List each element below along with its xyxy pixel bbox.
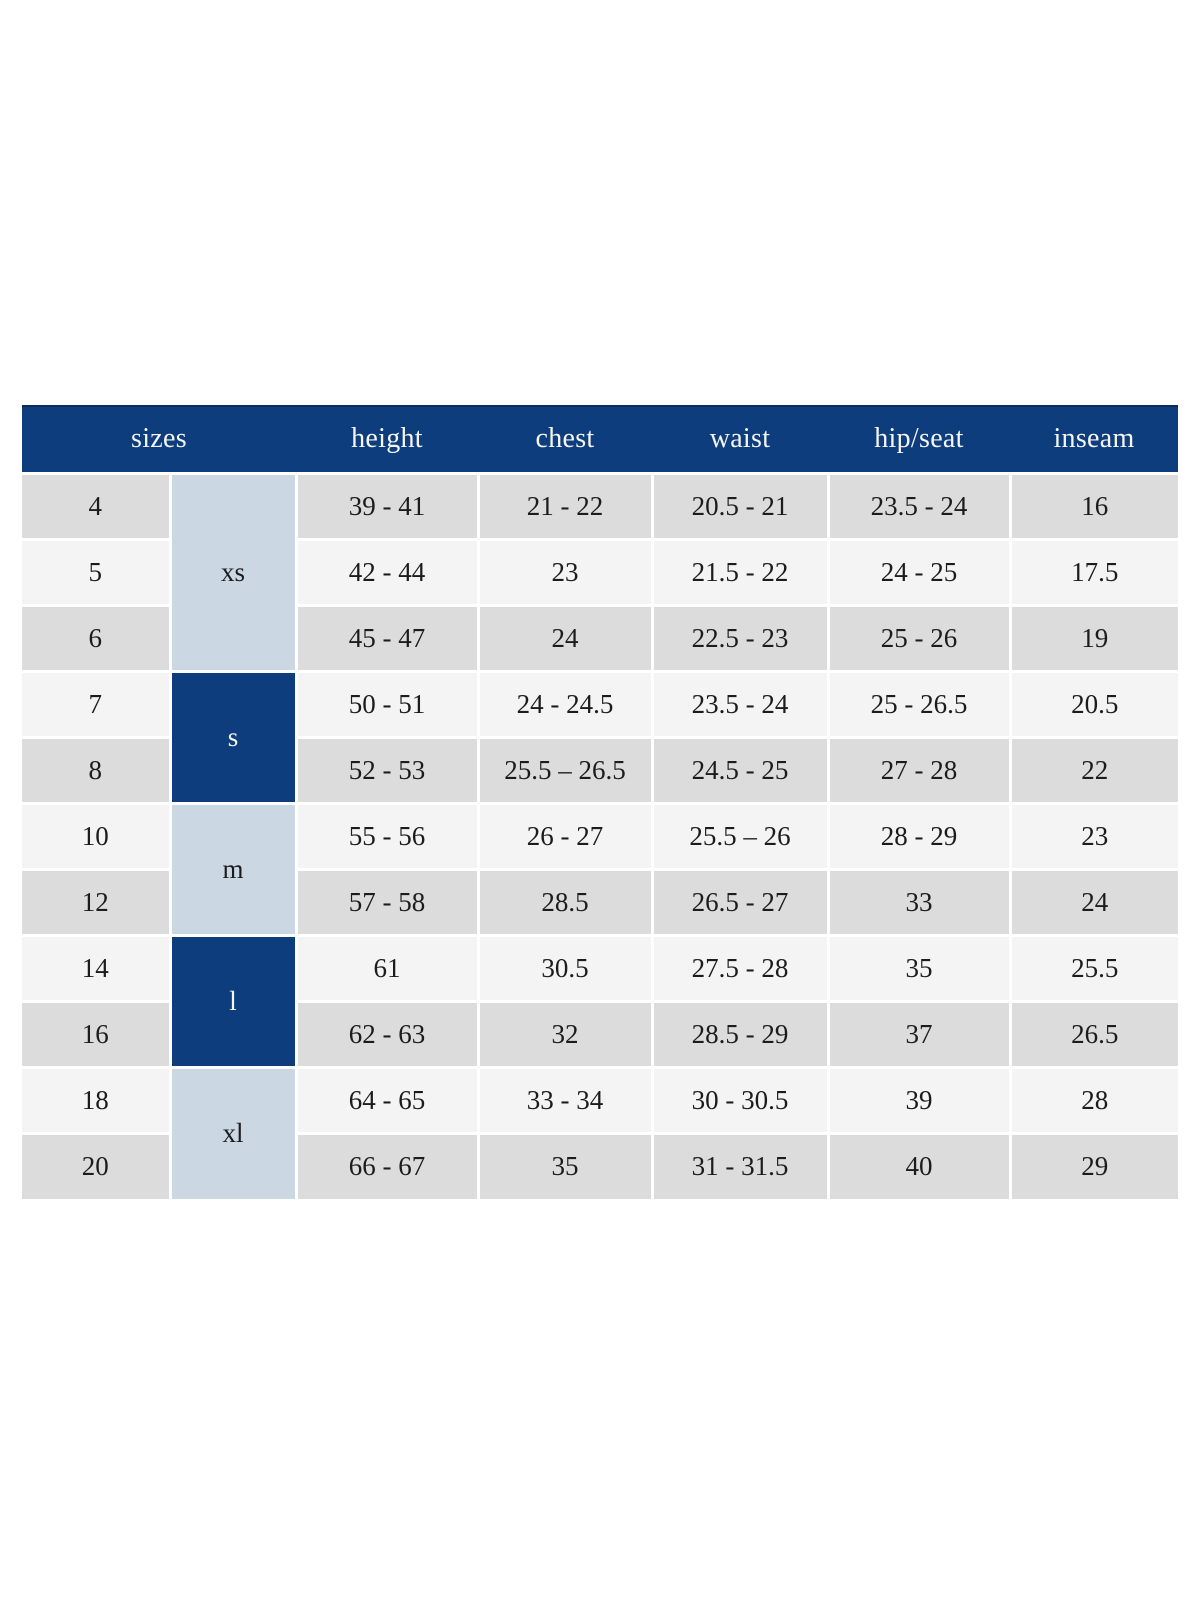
size-chart: sizes height chest waist hip/seat inseam… [22, 405, 1178, 1199]
waist-cell: 20.5 - 21 [650, 471, 828, 539]
size-number-cell: 12 [22, 867, 170, 935]
hip-seat-cell: 39 [826, 1065, 1010, 1133]
table-row: 7 s 50 - 51 24 - 24.5 23.5 - 24 25 - 26.5 20.5 [22, 669, 1178, 803]
chest-cell: 32 [476, 999, 652, 1067]
size-group-cell: m [168, 801, 296, 935]
header-cell-height: height [296, 405, 478, 473]
size-number-cell: 14 [22, 933, 170, 1001]
size-number-cell: 20 [22, 1131, 170, 1199]
table-row: 12 57 - 58 28.5 26.5 - 27 33 24 [22, 867, 1178, 935]
hip-seat-cell: 35 [826, 933, 1010, 1001]
inseam-cell: 29 [1008, 1131, 1178, 1199]
size-group-cell: l [168, 933, 296, 1067]
table-row: 18 xl 64 - 65 33 - 34 30 - 30.5 39 28 [22, 1065, 1178, 1199]
chest-cell: 23 [476, 537, 652, 605]
size-number-cell: 4 [22, 471, 170, 539]
height-cell: 39 - 41 [294, 471, 478, 539]
waist-cell: 21.5 - 22 [650, 537, 828, 605]
table-row: 14 l 61 30.5 27.5 - 28 35 25.5 [22, 933, 1178, 1067]
size-group-cell: xs [168, 471, 296, 671]
table-row: 16 62 - 63 32 28.5 - 29 37 26.5 [22, 999, 1178, 1067]
inseam-cell: 19 [1008, 603, 1178, 671]
chest-cell: 35 [476, 1131, 652, 1199]
size-chart-body: 4 xs 39 - 41 21 - 22 20.5 - 21 23.5 - 24 16 5 42… [22, 471, 1178, 1199]
size-chart-table: sizes height chest waist hip/seat inseam… [22, 405, 1178, 1199]
inseam-cell: 24 [1008, 867, 1178, 935]
inseam-cell: 17.5 [1008, 537, 1178, 605]
header-cell-chest: chest [478, 405, 652, 473]
table-row: 4 xs 39 - 41 21 - 22 20.5 - 21 23.5 - 24 16 [22, 471, 1178, 671]
height-cell: 62 - 63 [294, 999, 478, 1067]
hip-seat-cell: 37 [826, 999, 1010, 1067]
size-group-cell: xl [168, 1065, 296, 1199]
hip-seat-cell: 23.5 - 24 [826, 471, 1010, 539]
inseam-cell: 25.5 [1008, 933, 1178, 1001]
height-cell: 42 - 44 [294, 537, 478, 605]
waist-cell: 25.5 – 26 [650, 801, 828, 869]
inseam-cell: 20.5 [1008, 669, 1178, 737]
chest-cell: 25.5 – 26.5 [476, 735, 652, 803]
size-number-cell: 8 [22, 735, 170, 803]
size-number-cell: 18 [22, 1065, 170, 1133]
hip-seat-cell: 25 - 26.5 [826, 669, 1010, 737]
hip-seat-cell: 28 - 29 [826, 801, 1010, 869]
chest-cell: 21 - 22 [476, 471, 652, 539]
header-row: sizes height chest waist hip/seat inseam [22, 405, 1178, 473]
height-cell: 50 - 51 [294, 669, 478, 737]
size-number-cell: 10 [22, 801, 170, 869]
waist-cell: 22.5 - 23 [650, 603, 828, 671]
hip-seat-cell: 40 [826, 1131, 1010, 1199]
inseam-cell: 22 [1008, 735, 1178, 803]
inseam-cell: 23 [1008, 801, 1178, 869]
chest-cell: 30.5 [476, 933, 652, 1001]
header-cell-sizes: sizes [22, 405, 296, 473]
size-group-cell: s [168, 669, 296, 803]
size-number-cell: 5 [22, 537, 170, 605]
hip-seat-cell: 33 [826, 867, 1010, 935]
size-number-cell: 6 [22, 603, 170, 671]
table-row: 10 m 55 - 56 26 - 27 25.5 – 26 28 - 29 23 [22, 801, 1178, 935]
height-cell: 55 - 56 [294, 801, 478, 869]
header-cell-waist: waist [652, 405, 828, 473]
chest-cell: 24 - 24.5 [476, 669, 652, 737]
waist-cell: 23.5 - 24 [650, 669, 828, 737]
table-row: 8 52 - 53 25.5 – 26.5 24.5 - 25 27 - 28 22 [22, 735, 1178, 803]
inseam-cell: 16 [1008, 471, 1178, 539]
waist-cell: 28.5 - 29 [650, 999, 828, 1067]
chest-cell: 28.5 [476, 867, 652, 935]
table-row: 20 66 - 67 35 31 - 31.5 40 29 [22, 1131, 1178, 1199]
waist-cell: 26.5 - 27 [650, 867, 828, 935]
header-cell-hip-seat: hip/seat [828, 405, 1010, 473]
chest-cell: 33 - 34 [476, 1065, 652, 1133]
height-cell: 61 [294, 933, 478, 1001]
table-header: sizes height chest waist hip/seat inseam [22, 405, 1178, 473]
size-number-cell: 7 [22, 669, 170, 737]
table-row: 5 42 - 44 23 21.5 - 22 24 - 25 17.5 [22, 537, 1178, 605]
height-cell: 57 - 58 [294, 867, 478, 935]
hip-seat-cell: 25 - 26 [826, 603, 1010, 671]
waist-cell: 27.5 - 28 [650, 933, 828, 1001]
chest-cell: 26 - 27 [476, 801, 652, 869]
waist-cell: 30 - 30.5 [650, 1065, 828, 1133]
hip-seat-cell: 27 - 28 [826, 735, 1010, 803]
hip-seat-cell: 24 - 25 [826, 537, 1010, 605]
chest-cell: 24 [476, 603, 652, 671]
table-row: 6 45 - 47 24 22.5 - 23 25 - 26 19 [22, 603, 1178, 671]
header-cell-inseam: inseam [1010, 405, 1178, 473]
inseam-cell: 28 [1008, 1065, 1178, 1133]
height-cell: 52 - 53 [294, 735, 478, 803]
inseam-cell: 26.5 [1008, 999, 1178, 1067]
waist-cell: 31 - 31.5 [650, 1131, 828, 1199]
waist-cell: 24.5 - 25 [650, 735, 828, 803]
size-number-cell: 16 [22, 999, 170, 1067]
height-cell: 45 - 47 [294, 603, 478, 671]
height-cell: 64 - 65 [294, 1065, 478, 1133]
height-cell: 66 - 67 [294, 1131, 478, 1199]
